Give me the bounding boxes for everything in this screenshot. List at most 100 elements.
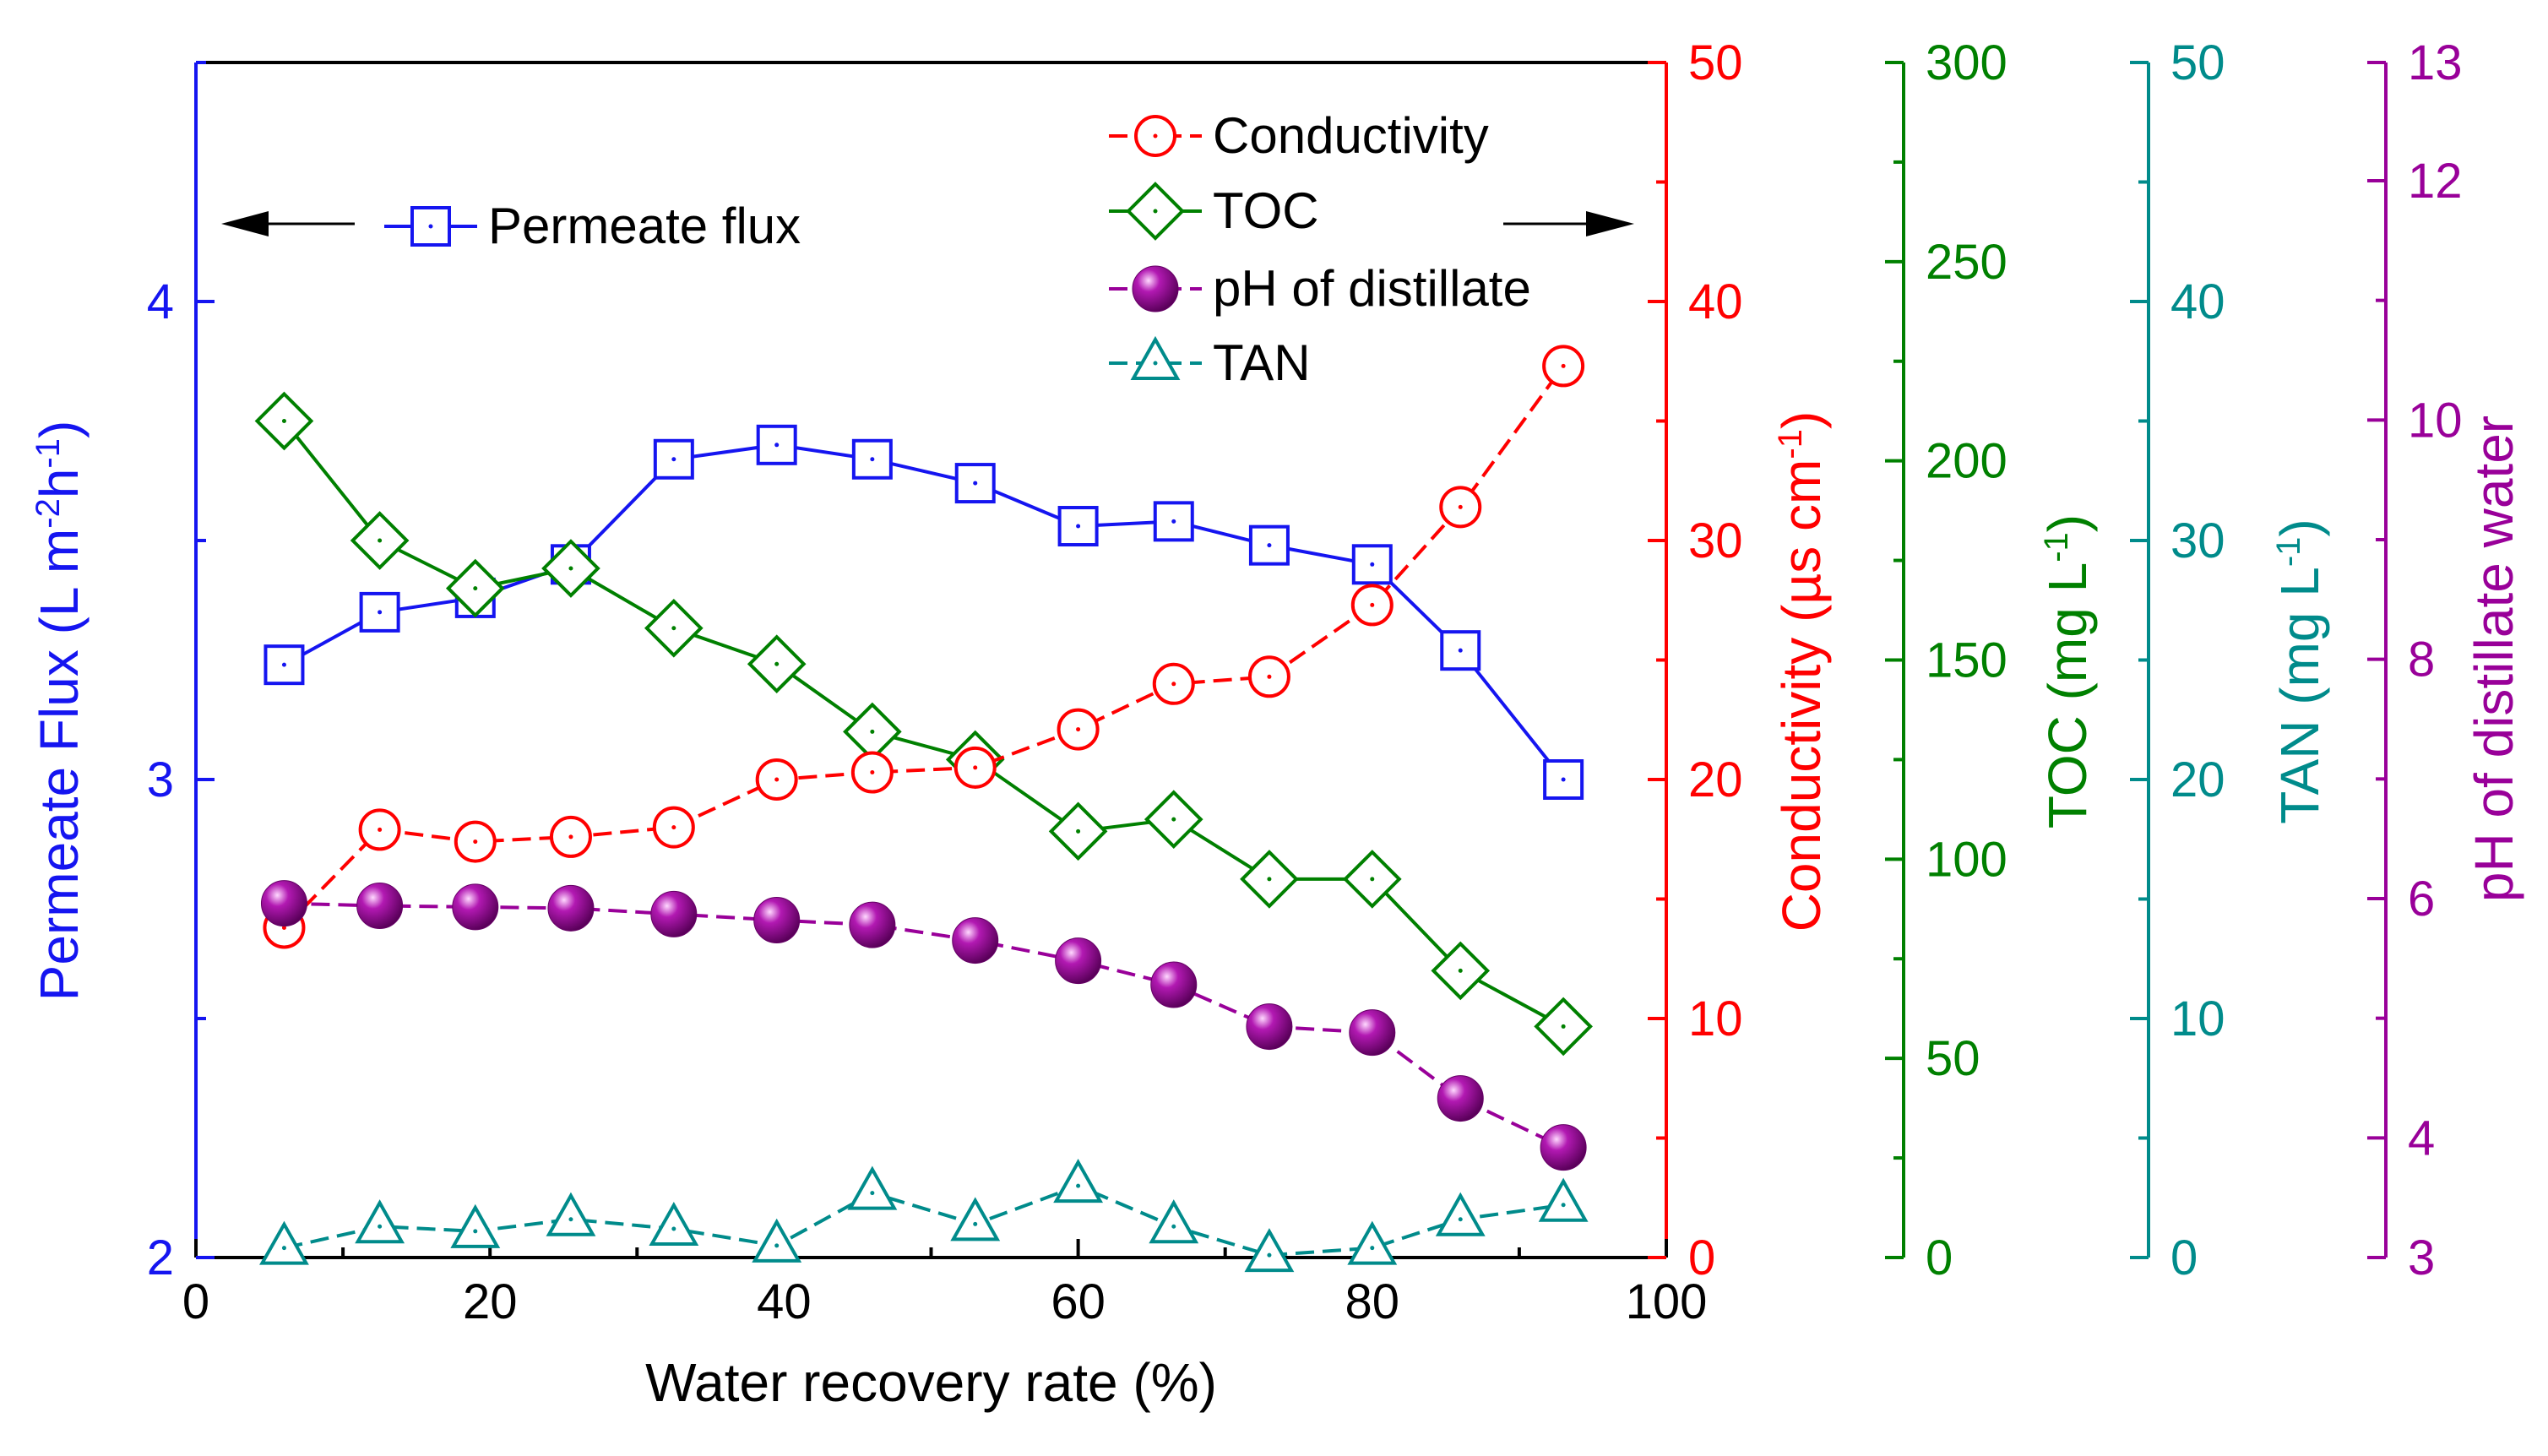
- conductivity-point-center-dot: [473, 839, 478, 845]
- series-conductivity: [263, 345, 1585, 949]
- ph-tick-label: 6: [2408, 872, 2435, 926]
- toc-point-center-dot: [1458, 968, 1463, 973]
- ph-of-distillate-point: [1540, 1124, 1587, 1171]
- legend-swatch-marker: [1130, 335, 1181, 380]
- legend-label: TOC: [1213, 182, 1319, 239]
- tan-point-center-dot: [1458, 1217, 1463, 1222]
- tan-point-center-dot: [870, 1191, 875, 1196]
- conductivity-point-center-dot: [568, 834, 573, 839]
- toc-point-center-dot: [1370, 877, 1375, 882]
- tan-line: [284, 1183, 1564, 1258]
- tan-point: [752, 1218, 802, 1263]
- conductivity-tick-label: 50: [1688, 35, 1743, 90]
- conductivity-point-center-dot: [1267, 674, 1272, 679]
- permeate-flux-point-center-dot: [973, 481, 978, 486]
- ph-of-distillate-point: [452, 883, 499, 931]
- toc-point-center-dot: [1267, 877, 1272, 882]
- ph-of-distillate-point: [1055, 937, 1102, 985]
- right-arrow-head: [1586, 211, 1634, 236]
- tan-point-center-dot: [1267, 1252, 1272, 1258]
- legend-swatch-marker: [1132, 265, 1179, 312]
- tan-point: [355, 1199, 405, 1244]
- permeate-flux-point-center-dot: [1458, 648, 1463, 653]
- tan-point-center-dot: [973, 1221, 978, 1226]
- legend-label: Conductivity: [1213, 107, 1489, 164]
- tan-tick-label: 20: [2170, 752, 2225, 807]
- x-tick-label: 40: [757, 1274, 812, 1329]
- x-axis-title: Water recovery rate (%): [645, 1352, 1217, 1413]
- tan-point: [1244, 1228, 1295, 1273]
- tan-axis-title: TAN (mg L-1): [2269, 519, 2330, 824]
- legend: Conductivity TOC pH of distillate TAN Permea…: [221, 107, 1634, 391]
- toc-point-center-dot: [1076, 829, 1081, 834]
- conductivity-tick-label: 20: [1688, 752, 1743, 807]
- permeate-flux-point-center-dot: [281, 662, 286, 667]
- toc-point-center-dot: [774, 661, 780, 666]
- conductivity-tick-label: 0: [1688, 1231, 1715, 1285]
- permeate-flux-point-center-dot: [378, 610, 383, 615]
- series-tan: [259, 1159, 1589, 1273]
- right-direction-arrow: [1503, 211, 1634, 236]
- tan-point: [1053, 1159, 1104, 1203]
- tan-point: [1435, 1192, 1486, 1236]
- toc-tick-label: 100: [1926, 832, 2007, 887]
- series-ph-of-distillate: [260, 880, 1587, 1171]
- toc-line: [282, 420, 1565, 1029]
- flux-axis-title: Permeate Flux (L m-2h-1): [29, 421, 90, 1002]
- toc-point-center-dot: [1561, 1024, 1566, 1029]
- conductivity-point-center-dot: [973, 765, 978, 770]
- permeate-flux-point-center-dot: [1171, 519, 1176, 524]
- conductivity-point-center-dot: [1458, 504, 1463, 509]
- legend-label: Permeate flux: [488, 198, 801, 254]
- ph-tick-label: 10: [2408, 393, 2463, 448]
- tan-point-center-dot: [1561, 1203, 1566, 1208]
- conductivity-point-center-dot: [1561, 363, 1566, 368]
- ph-of-distillate-point: [650, 890, 698, 937]
- permeate-flux-point-center-dot: [774, 443, 780, 448]
- conductivity-tick-label: 10: [1688, 991, 1743, 1046]
- legend-swatch-marker-center-dot: [1153, 209, 1158, 214]
- tan-tick-label: 50: [2170, 35, 2225, 90]
- flux-tick-label: 2: [147, 1231, 174, 1285]
- tan-point-center-dot: [1171, 1224, 1176, 1229]
- conductivity-axis-title: Conductivity (µs cm-1): [1771, 411, 1832, 932]
- conductivity-tick-label: 30: [1688, 513, 1743, 568]
- ph-of-distillate-point: [260, 880, 307, 927]
- conductivity-point-center-dot: [1076, 727, 1081, 732]
- conductivity-point-center-dot: [870, 770, 875, 775]
- tan-point: [1149, 1199, 1199, 1244]
- permeate-flux-point-center-dot: [1076, 524, 1081, 529]
- flux-tick-label: 4: [147, 274, 174, 329]
- permeate-flux-point-center-dot: [671, 457, 676, 462]
- toc-axis-title: TOC (mg L-1): [2037, 514, 2098, 829]
- legend-item-toc: TOC: [1109, 182, 1319, 241]
- permeate-flux-point-center-dot: [1370, 562, 1375, 567]
- ph-tick-label: 3: [2408, 1231, 2435, 1285]
- conductivity-point-center-dot: [774, 777, 780, 782]
- tan-point-center-dot: [568, 1217, 573, 1222]
- tan-point-center-dot: [281, 1246, 286, 1251]
- tan-tick-label: 30: [2170, 513, 2225, 568]
- tan-point-center-dot: [1076, 1183, 1081, 1188]
- left-arrow-head: [221, 211, 269, 236]
- tan-point: [847, 1165, 898, 1210]
- x-tick-label: 0: [182, 1274, 209, 1329]
- tan-point-center-dot: [473, 1229, 478, 1234]
- toc-point-center-dot: [568, 566, 573, 571]
- tan-tick-label: 10: [2170, 991, 2225, 1046]
- ph-tick-label: 12: [2408, 154, 2463, 209]
- legend-item-conductivity: Conductivity: [1109, 107, 1489, 164]
- permeate-flux-point: [1248, 524, 1290, 566]
- flux-tick-label: 3: [147, 752, 174, 807]
- ph-axis-title: pH of distillate water: [2464, 416, 2524, 902]
- ph-of-distillate-point: [1150, 961, 1198, 1008]
- tan-point: [1347, 1220, 1398, 1265]
- permeate-flux-point: [653, 438, 694, 480]
- legend-swatch-marker-center-dot: [428, 224, 433, 229]
- conductivity-point-center-dot: [1370, 602, 1375, 607]
- ph-of-distillate-point: [1349, 1009, 1396, 1057]
- legend-label: TAN: [1213, 334, 1311, 391]
- ph-of-distillate-point: [1437, 1075, 1484, 1122]
